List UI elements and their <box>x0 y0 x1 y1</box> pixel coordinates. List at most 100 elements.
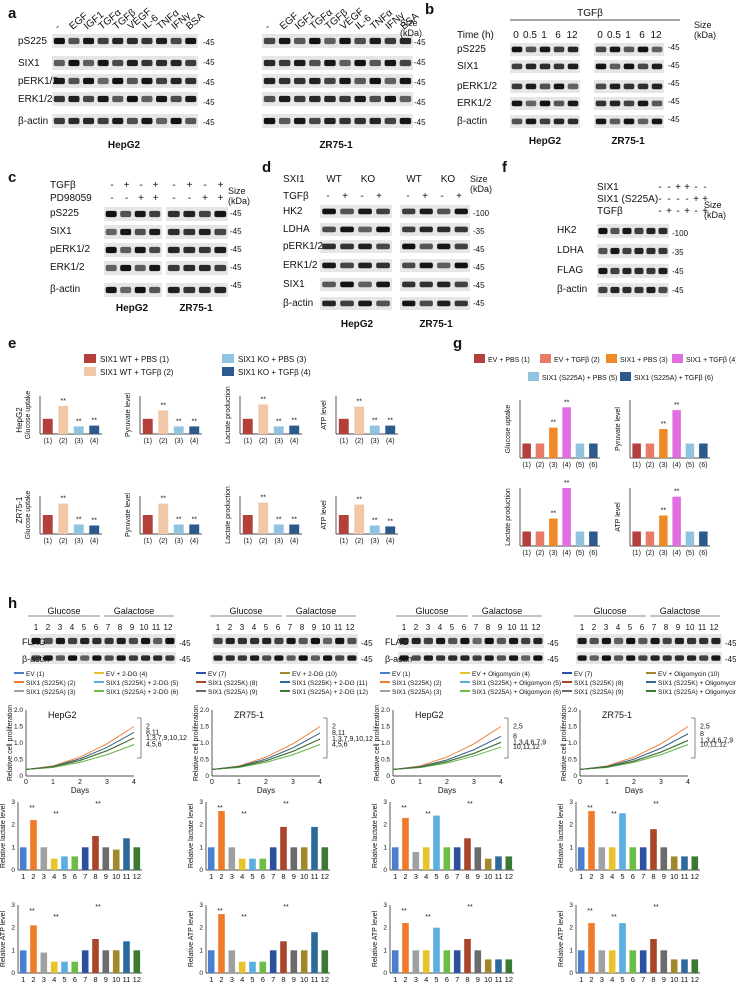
blot-band <box>454 281 468 288</box>
bar <box>273 426 284 434</box>
blot-band <box>185 95 197 103</box>
bar <box>670 856 678 870</box>
bar <box>685 443 695 458</box>
blot-background <box>30 634 176 648</box>
lane-number: 11 <box>152 623 161 632</box>
blot-d <box>320 223 392 236</box>
significance: ** <box>587 805 593 812</box>
blot-background <box>398 652 544 664</box>
size-marker: -45 <box>203 58 215 67</box>
size-marker: -45 <box>414 98 426 107</box>
bar <box>71 961 79 973</box>
bar <box>123 941 130 973</box>
blot-band <box>120 228 132 236</box>
x-tick: 2 <box>78 779 82 786</box>
tick-label: 10 <box>112 872 120 881</box>
bar <box>102 847 110 870</box>
sign: - <box>658 206 661 217</box>
y-tick: 3 <box>569 799 573 806</box>
size-marker: -45 <box>230 263 242 272</box>
blot-h <box>576 634 722 648</box>
size-marker: -45 <box>361 655 373 664</box>
tick-label: (3) <box>549 550 558 557</box>
group-label: 1,3,4,6,7,9 <box>700 737 733 744</box>
y-axis-label: Relative ATP level <box>558 910 565 967</box>
bar <box>495 856 502 870</box>
y-tick: 1.5 <box>200 724 209 731</box>
blot-background <box>262 92 413 106</box>
tick-label: 3 <box>42 872 46 881</box>
significance: ** <box>401 908 407 915</box>
sign: + <box>376 191 382 202</box>
series-line <box>211 738 321 770</box>
y-tick: 1 <box>199 947 203 954</box>
group-label: 10,11,12 <box>513 744 540 751</box>
y-tick: 3 <box>383 799 387 806</box>
bar <box>50 961 58 973</box>
lane-number: 2 <box>46 623 51 632</box>
blot-band <box>83 117 95 125</box>
series-line <box>211 738 321 770</box>
blot-band <box>185 117 197 125</box>
series-line <box>25 737 135 770</box>
bar <box>645 443 655 458</box>
sign: - <box>676 194 679 205</box>
blot-band <box>141 37 153 45</box>
blot-b <box>594 60 664 73</box>
significance: ** <box>92 517 98 524</box>
blot-h <box>398 634 544 648</box>
lane-number: 3 <box>240 623 245 632</box>
blot-band <box>595 83 607 90</box>
cell-line-label: ZR75-1 <box>319 140 353 151</box>
tick-label: 8 <box>465 872 469 881</box>
blot-band <box>460 637 470 645</box>
blot-band <box>553 46 565 53</box>
blot-c <box>104 243 162 257</box>
blot-background <box>52 34 198 48</box>
series-line <box>392 735 502 770</box>
treatment-label: TGFβ <box>597 206 623 217</box>
legend-entry: SIX1 KO + TGFβ (4) <box>238 368 311 377</box>
blot-band <box>323 655 333 661</box>
blot-band <box>156 95 168 103</box>
blot-band <box>399 117 412 125</box>
bar <box>290 950 298 973</box>
tick-label: 5 <box>620 975 624 984</box>
blot-band <box>214 286 227 294</box>
blot-background <box>400 223 470 236</box>
tick-label: 12 <box>321 975 329 984</box>
row-label: ERK1/2 <box>18 94 53 105</box>
blot-band <box>539 100 551 107</box>
blot-band <box>43 655 53 661</box>
lane-number: 4 <box>70 623 75 632</box>
bar <box>249 961 256 973</box>
blot-band <box>674 655 684 661</box>
medium-label: Galactose <box>296 606 337 616</box>
group-label: 4,5,6 <box>146 742 162 749</box>
x-tick: 4 <box>318 779 322 786</box>
size-marker: -45 <box>230 227 242 236</box>
blot-band <box>185 59 197 67</box>
y-tick: 0 <box>205 773 209 780</box>
lane-number: 8 <box>486 623 491 632</box>
blot-band <box>651 118 663 125</box>
sign: + <box>666 206 672 217</box>
bar <box>289 425 300 434</box>
blot-band <box>53 37 65 45</box>
tick-label: (6) <box>699 550 708 557</box>
blot-band <box>198 264 211 272</box>
blot-band <box>55 655 65 661</box>
blot-band <box>128 637 138 645</box>
bar <box>30 820 37 870</box>
x-tick: 2 <box>264 779 268 786</box>
blot-band <box>369 37 381 45</box>
size-header: Size <box>470 174 488 184</box>
chart-e-zr75: (1) ** (2) ** (3) ** (4) Pyruvate level <box>125 493 202 545</box>
treatment-header: TGFβ <box>577 8 603 19</box>
legend-entry: EV + Oligomycin (10) <box>658 671 720 678</box>
blot-c <box>166 243 228 257</box>
legend-entry: EV (7) <box>574 671 592 678</box>
bar <box>112 950 120 973</box>
tick-label: 4 <box>52 975 56 984</box>
bar <box>238 858 246 870</box>
